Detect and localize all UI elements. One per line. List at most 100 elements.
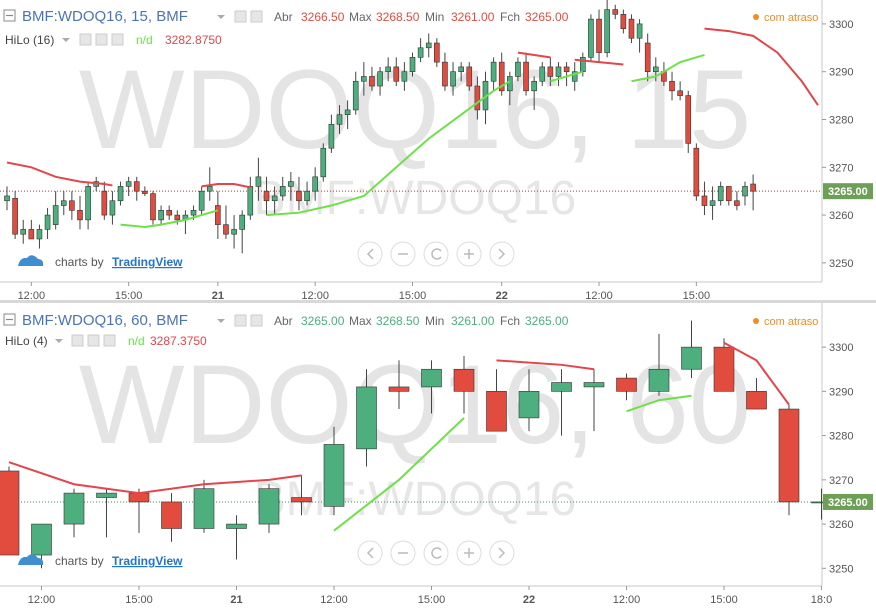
- x-axis: 12:00 15:00 21 12:00 15:00 22 12:00 15:00 18:0: [28, 586, 832, 606]
- collapse-icon[interactable]: [3, 9, 16, 22]
- indicator-value: 3287.3750: [150, 334, 207, 348]
- candle: [85, 181, 91, 230]
- candle-body-up: [515, 61, 521, 77]
- candle-body-up: [20, 229, 27, 235]
- gear-icon[interactable]: [250, 314, 263, 327]
- symbol-title[interactable]: BMF:WDOQ16, 15, BMF: [22, 8, 188, 25]
- candle: [142, 186, 148, 196]
- candle: [425, 33, 432, 58]
- indicator-na: n/d: [136, 33, 153, 47]
- candle-body-down: [296, 190, 302, 202]
- x-tick-label: 21: [230, 594, 242, 606]
- tradingview-link[interactable]: TradingView: [112, 554, 183, 568]
- candle-body-down: [442, 61, 448, 87]
- candle-body-down: [466, 66, 473, 87]
- candle: [288, 172, 294, 201]
- candle: [166, 205, 172, 220]
- eye-icon[interactable]: [234, 314, 247, 327]
- low-value: 3261.00: [451, 314, 495, 328]
- candle: [604, 0, 610, 58]
- candle: [417, 38, 424, 63]
- plot-area: [0, 0, 822, 254]
- indicator-name[interactable]: HiLo (16): [5, 33, 54, 47]
- tradingview-branding[interactable]: charts by TradingView: [18, 255, 183, 269]
- candle-body-up: [648, 368, 670, 392]
- x-tick-label: 22: [496, 290, 508, 300]
- candle: [12, 191, 18, 239]
- y-tick-label: 3250: [829, 563, 853, 575]
- y-tick-label: 3270: [829, 475, 853, 487]
- candle: [518, 369, 540, 432]
- chart-panel-15min[interactable]: WDOQ16, 15 BMF:WDOQ16 3250 3260 3270 3280 32…: [0, 0, 876, 302]
- scroll-left-button[interactable]: [357, 241, 383, 267]
- candle-body-down: [77, 210, 83, 221]
- chevron-down-icon[interactable]: [217, 15, 225, 19]
- cloud-logo-icon: [18, 255, 44, 266]
- tradingview-branding[interactable]: charts by TradingView: [18, 554, 183, 568]
- gear-icon[interactable]: [250, 10, 263, 23]
- candle-body-down: [223, 224, 229, 235]
- candle: [117, 181, 124, 206]
- close-icon[interactable]: [111, 33, 124, 46]
- chart-panel-60min[interactable]: WDOQ16, 60 BMF:WDOQ16 3250 3260 3270 3280 32…: [0, 303, 876, 610]
- chevron-down-icon[interactable]: [217, 319, 225, 323]
- scroll-right-button[interactable]: [489, 241, 515, 267]
- scroll-left-button[interactable]: [357, 540, 383, 566]
- gear-icon[interactable]: [87, 334, 100, 347]
- gear-icon[interactable]: [95, 33, 108, 46]
- candle: [701, 181, 708, 216]
- symbol-title[interactable]: BMF:WDOQ16, 60, BMF: [22, 312, 188, 329]
- candle-body-up: [255, 176, 262, 187]
- candle-body-up: [4, 195, 10, 202]
- candle-body-down: [644, 42, 651, 72]
- candle-body-up: [231, 229, 237, 235]
- candle: [44, 207, 51, 239]
- eye-icon[interactable]: [234, 10, 247, 23]
- hilo-line-down: [704, 27, 819, 106]
- hilo-line-down: [723, 341, 790, 406]
- panel-divider[interactable]: [0, 300, 876, 303]
- low-label: Min: [425, 314, 444, 328]
- scroll-right-button[interactable]: [489, 540, 515, 566]
- header-row: BMF:WDOQ16, 15, BMF Abr 3266.50 Max 3268…: [3, 8, 818, 25]
- candle: [247, 176, 254, 220]
- eye-icon[interactable]: [79, 33, 92, 46]
- candle-body-down: [612, 9, 619, 15]
- candle: [628, 14, 635, 44]
- collapse-icon[interactable]: [3, 313, 16, 326]
- candle-body-up: [258, 488, 280, 525]
- zoom-out-button[interactable]: [390, 540, 416, 566]
- candle: [109, 191, 116, 225]
- y-tick-label: 3260: [829, 210, 853, 222]
- x-tick-label: 12:00: [301, 290, 329, 300]
- indicator-name[interactable]: HiLo (4): [5, 334, 48, 348]
- candle: [563, 62, 570, 87]
- candle-body-down: [174, 214, 181, 221]
- candle-body-up: [125, 181, 132, 187]
- chart-canvas-60min[interactable]: WDOQ16, 60 BMF:WDOQ16 325032603270328032…: [0, 303, 876, 610]
- candle-body-up: [531, 80, 537, 92]
- reset-button[interactable]: [423, 540, 449, 566]
- chevron-down-icon[interactable]: [62, 38, 70, 42]
- candle: [193, 479, 215, 533]
- candle: [101, 181, 108, 220]
- candle-body-down: [486, 391, 507, 432]
- zoom-in-button[interactable]: [456, 241, 482, 267]
- candle-body-up: [583, 382, 605, 388]
- zoom-out-button[interactable]: [390, 241, 416, 267]
- chart-canvas-15min[interactable]: WDOQ16, 15 BMF:WDOQ16 325032603270328032…: [0, 0, 876, 302]
- close-icon[interactable]: [103, 334, 116, 347]
- chevron-down-icon[interactable]: [55, 339, 63, 343]
- reset-button[interactable]: [423, 241, 449, 267]
- candle-body-up: [96, 492, 117, 498]
- candle-body-down: [28, 229, 35, 240]
- high-value: 3268.50: [376, 10, 420, 24]
- delay-label: com atraso: [764, 316, 818, 328]
- last-price-label: 3265.00: [828, 497, 868, 509]
- candle: [60, 191, 67, 216]
- zoom-in-button[interactable]: [456, 540, 482, 566]
- candle-body-up: [158, 210, 164, 221]
- eye-icon[interactable]: [71, 334, 84, 347]
- candle: [263, 176, 270, 216]
- tradingview-link[interactable]: TradingView: [112, 255, 183, 269]
